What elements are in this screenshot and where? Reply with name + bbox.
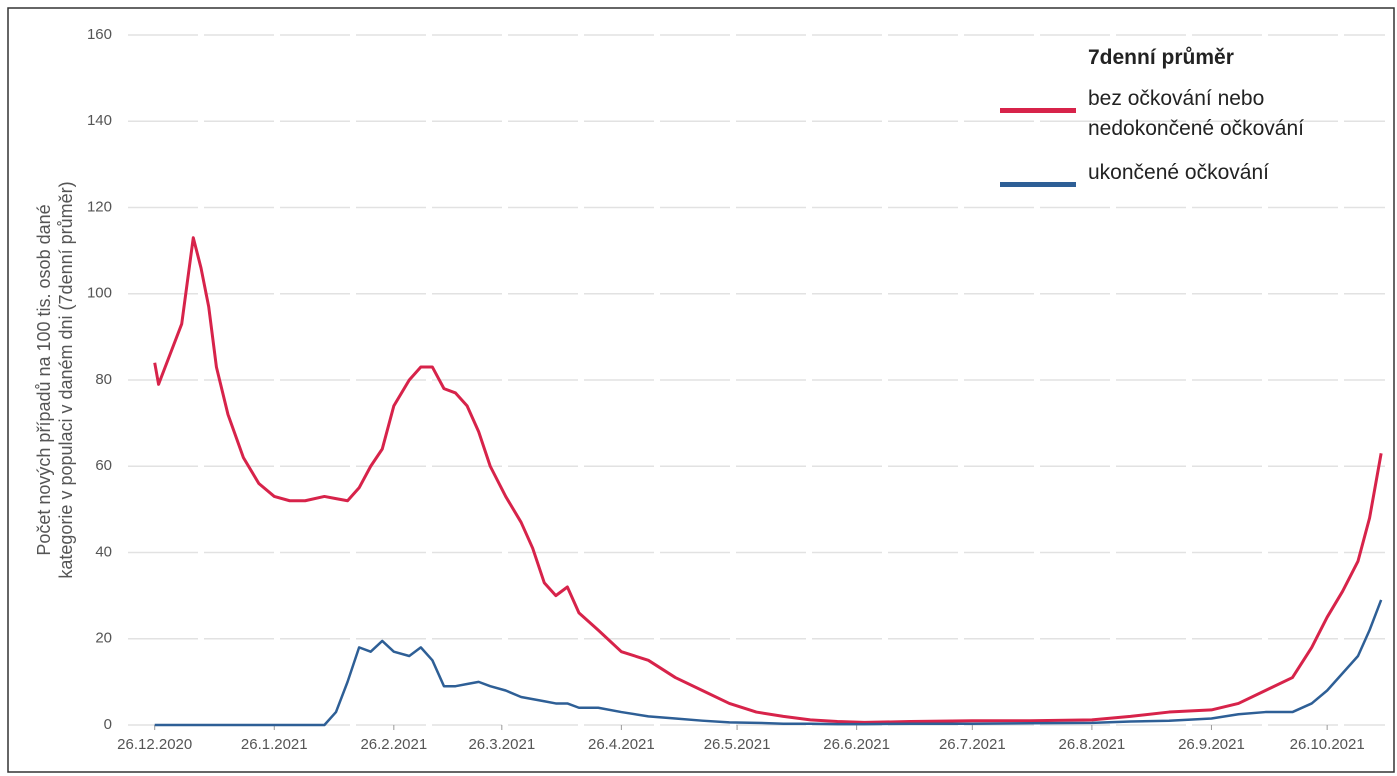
y-tick-label: 60 (95, 457, 112, 474)
y-tick-label: 160 (87, 26, 112, 43)
y-tick-label: 140 (87, 112, 112, 129)
x-tick-label: 26.8.2021 (1059, 736, 1126, 753)
legend-item: ukončené očkování (1000, 158, 1378, 188)
legend-title: 7denní průměr (1088, 46, 1234, 69)
x-tick-label: 26.4.2021 (588, 736, 655, 753)
x-tick-label: 26.3.2021 (468, 736, 535, 753)
y-tick-label: 120 (87, 198, 112, 215)
y-tick-label: 100 (87, 285, 112, 302)
x-tick-label: 26.10.2021 (1290, 736, 1365, 753)
legend-label: ukončené očkování (1088, 161, 1269, 184)
y-tick-label: 0 (104, 716, 112, 733)
y-tick-label: 40 (95, 543, 112, 560)
x-tick-label: 26.6.2021 (823, 736, 890, 753)
x-tick-label: 26.1.2021 (241, 736, 308, 753)
series-line (153, 236, 1383, 724)
x-tick-label: 26.5.2021 (704, 736, 771, 753)
x-tick-label: 26.2.2021 (360, 736, 427, 753)
y-tick-label: 20 (95, 630, 112, 647)
legend-label: bez očkování nebo nedokončené očkování (1088, 87, 1304, 140)
legend-item: bez očkování nebo nedokončené očkování (1000, 84, 1378, 144)
x-tick-label: 26.12.2020 (117, 736, 192, 753)
x-tick-label: 26.9.2021 (1178, 736, 1245, 753)
y-axis-label: Počet nových případů na 100 tis. osob da… (34, 204, 54, 555)
y-tick-label: 80 (95, 371, 112, 388)
legend-swatch (1000, 182, 1076, 187)
legend-swatch (1000, 108, 1076, 113)
series-line (154, 599, 1383, 727)
y-axis-label: kategorie v populaci v daném dni (7denní… (56, 181, 76, 578)
x-tick-label: 26.7.2021 (939, 736, 1006, 753)
frame (7, 7, 1395, 773)
legend: 7denní průměr bez očkování nebo nedokonč… (1000, 40, 1390, 202)
